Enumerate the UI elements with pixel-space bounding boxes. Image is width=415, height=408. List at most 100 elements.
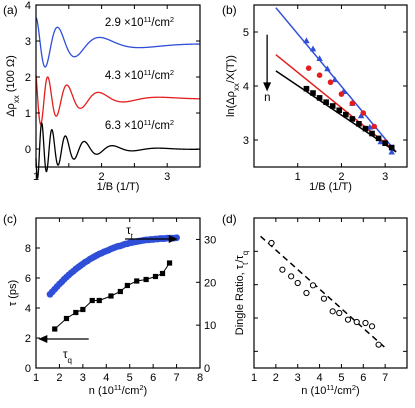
panel-label: (d) (222, 212, 237, 226)
data-point (310, 90, 316, 96)
y-tick-label: 4 (25, 0, 31, 12)
density-label: 4.3 ×1011/cm2 (105, 67, 174, 82)
y-right-tick-label: 30 (204, 234, 216, 246)
panel-label: (b) (222, 3, 237, 17)
data-point (375, 135, 382, 142)
dingle-ratio-point (303, 289, 310, 297)
data-point (369, 130, 375, 137)
plot-frame (35, 4, 201, 168)
y-left-tick-label: 4 (25, 303, 31, 315)
data-point (357, 112, 365, 119)
data-point (324, 65, 331, 72)
data-point (338, 91, 345, 97)
x-tick-label: 2 (273, 372, 279, 384)
oscillation-trace (35, 122, 201, 180)
oscillation-trace (35, 17, 201, 68)
tau-q-point (134, 278, 140, 284)
n-arrow-label: n (264, 92, 270, 104)
x-tick-label: 1 (295, 171, 301, 183)
y-tick-label: 0 (25, 144, 31, 156)
tau-q-point (152, 273, 159, 280)
panel-d: 1 2 3 4 5 6 7 n (1011/cm2) Dingle Ratio, τt/τq (d… (222, 212, 408, 398)
dingle-ratio-point (375, 341, 382, 348)
data-point (382, 140, 388, 147)
tau-q-point (80, 306, 86, 313)
y-axis-label: Δρxx (100 Ω) (5, 55, 21, 117)
dingle-ratio-point (344, 316, 352, 323)
x-tick-label: 5 (127, 372, 133, 384)
tau-q-point (143, 276, 149, 283)
data-point (309, 45, 317, 52)
dingle-ratio-point (362, 319, 369, 327)
data-point (349, 116, 356, 122)
data-point (329, 103, 336, 109)
tau-q-point (117, 288, 123, 295)
y-left-tick-label: 6 (25, 273, 31, 285)
panel-a: 1 2 3 0 1 2 3 4 2.9 ×1011/cm2 4.3 ×1011/cm2 6.3 ×1… (3, 0, 201, 193)
data-point (303, 85, 310, 92)
data-point (356, 121, 362, 127)
data-point (303, 37, 310, 44)
dingle-ratio-point (320, 295, 328, 302)
dingle-ratio-point (368, 323, 376, 330)
density-label: 6.3 ×1011/cm2 (105, 118, 174, 133)
x-axis-label: n (1011/cm2) (89, 383, 147, 398)
tau-q-point (108, 293, 114, 299)
tau-q-point (96, 297, 102, 304)
dingle-ratio-point (279, 266, 286, 273)
dingle-ratio-point (329, 308, 336, 315)
x-tick-label: 8 (197, 372, 203, 384)
x-tick-label: 6 (360, 372, 366, 384)
tau-q-label: τq (63, 349, 72, 365)
panel-label: (c) (3, 212, 17, 226)
data-point (371, 123, 378, 130)
y-tick-label: 2 (25, 72, 31, 84)
x-tick-label: 1 (33, 372, 39, 384)
y-right-tick-label: 0 (204, 363, 210, 375)
tau-q-point (63, 315, 70, 322)
x-tick-label: 1 (33, 171, 39, 183)
y-tick-label: 3 (25, 36, 31, 48)
tau-t-label: τt (126, 225, 134, 241)
data-point (388, 148, 395, 155)
x-tick-label: 5 (338, 372, 344, 384)
x-tick-label: 3 (382, 171, 388, 183)
y-left-tick-label: 2 (25, 333, 31, 345)
x-tick-label: 3 (295, 372, 301, 384)
x-axis-label: n (1011/cm2) (301, 383, 359, 398)
x-tick-label: 7 (382, 372, 388, 384)
data-point (349, 100, 356, 107)
y-axis-label: Dingle Ratio, τt/τq (234, 251, 250, 335)
dingle-ratio-point (294, 279, 301, 287)
dingle-ratio-point (309, 282, 317, 289)
y-tick-label: 3 (243, 135, 249, 147)
data-point (388, 144, 395, 151)
plot-frame (35, 217, 201, 369)
panel-label: (a) (3, 3, 18, 17)
data-point (305, 65, 312, 71)
dingle-ratio-point (268, 239, 275, 247)
y-right-tick-label: 20 (204, 277, 216, 289)
x-tick-label: 3 (164, 171, 170, 183)
x-tick-label: 7 (174, 372, 180, 384)
x-axis-label: 1/B (1/T) (97, 181, 140, 193)
data-point (331, 76, 339, 83)
data-point (343, 111, 349, 118)
y-tick-label: 1 (25, 108, 31, 120)
tau-t-arrow-head (168, 235, 178, 243)
tau-q-point (89, 297, 95, 304)
tau-q-point (124, 282, 130, 289)
density-label: 2.9 ×1011/cm2 (105, 14, 174, 29)
plot-frame (253, 217, 408, 369)
tau-q-point (73, 309, 79, 316)
data-point (316, 95, 323, 101)
data-point (327, 79, 334, 86)
x-tick-label: 1 (251, 372, 257, 384)
dingle-ratio-point (336, 309, 343, 317)
x-tick-label: 4 (103, 372, 109, 384)
data-point (360, 110, 367, 116)
tau-q-point (159, 270, 166, 277)
fit-line (260, 235, 387, 350)
